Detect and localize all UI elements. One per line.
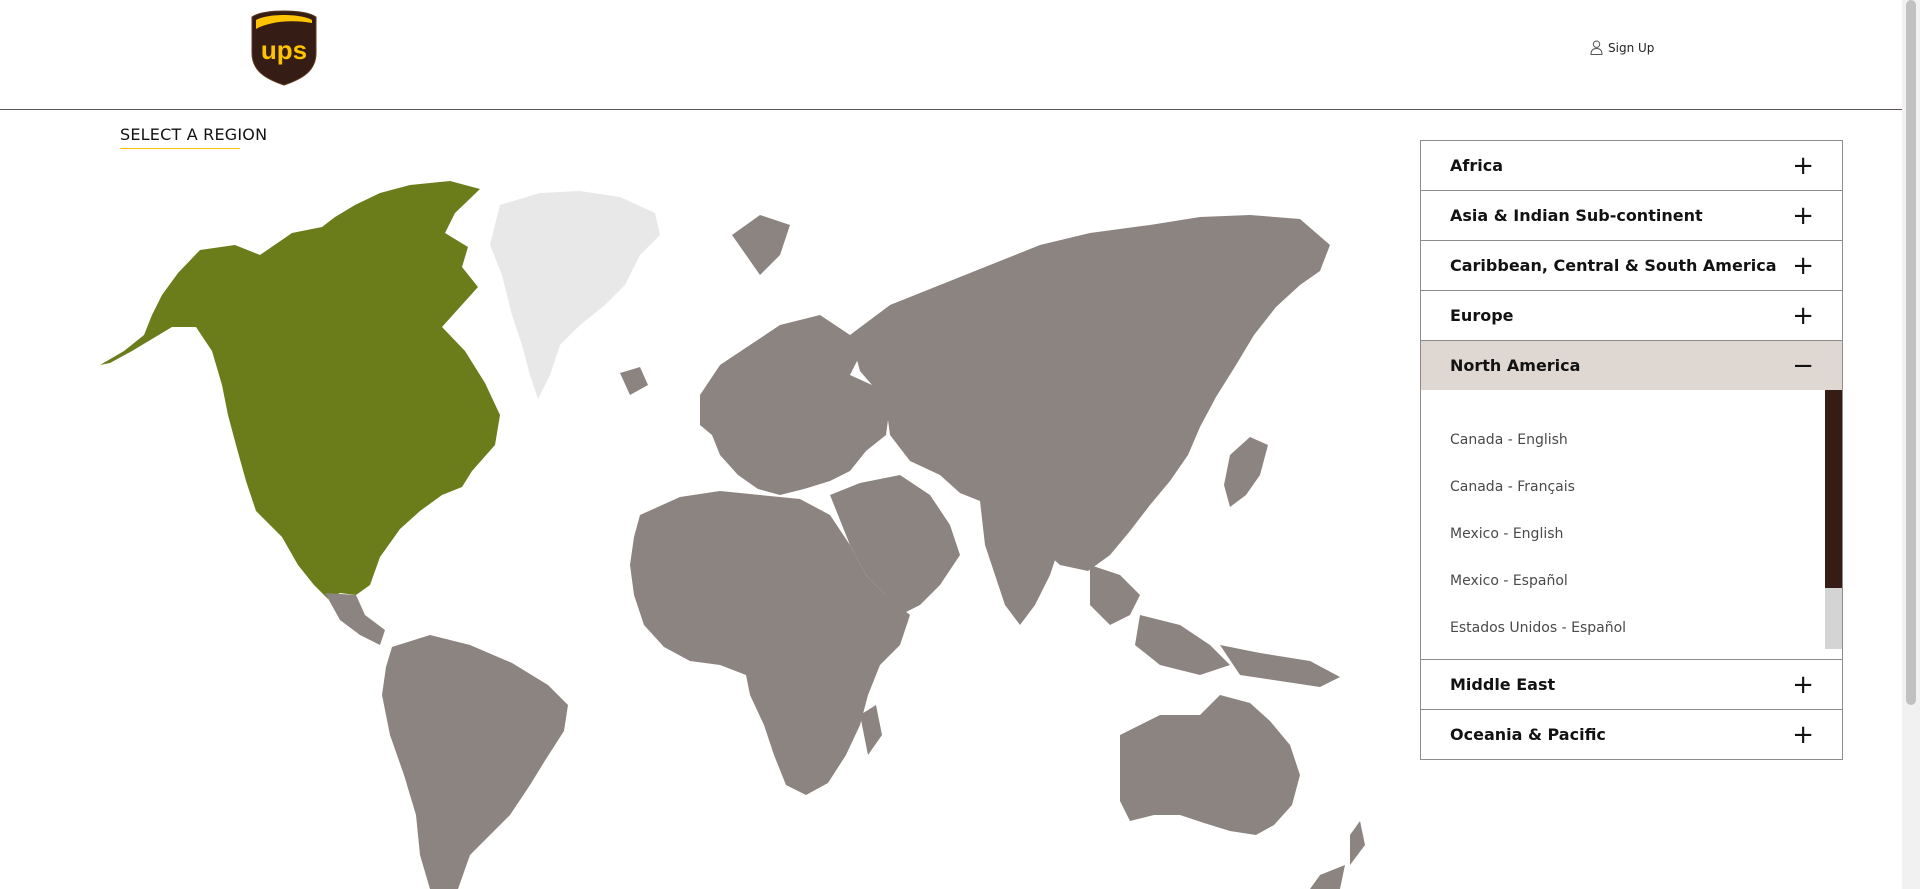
- plus-icon: +: [1792, 719, 1814, 750]
- user-icon: [1590, 40, 1603, 55]
- page-scrollbar[interactable]: [1902, 0, 1920, 889]
- country-link-canada-francais[interactable]: Canada - Français: [1450, 479, 1575, 495]
- country-link-estados-unidos-espanol[interactable]: Estados Unidos - Español: [1450, 620, 1627, 636]
- map-region-south-america[interactable]: [382, 635, 568, 889]
- region-header-europe[interactable]: Europe +: [1421, 291, 1842, 340]
- region-header-africa[interactable]: Africa +: [1421, 141, 1842, 190]
- map-region-middle-east[interactable]: [830, 475, 960, 615]
- map-region-greenland: [490, 191, 660, 399]
- region-middle-east: Middle East +: [1421, 660, 1842, 710]
- region-header-caribbean[interactable]: Caribbean, Central & South America +: [1421, 241, 1842, 290]
- country-link-canada-english[interactable]: Canada - English: [1450, 432, 1568, 448]
- page-scrollbar-thumb[interactable]: [1906, 0, 1916, 705]
- map-region-africa[interactable]: [630, 491, 910, 795]
- world-map: [100, 181, 1365, 889]
- region-label: Europe: [1450, 306, 1514, 325]
- plus-icon: +: [1792, 300, 1814, 331]
- region-europe: Europe +: [1421, 291, 1842, 341]
- region-label: Oceania & Pacific: [1450, 725, 1606, 744]
- region-label: Caribbean, Central & South America: [1450, 256, 1777, 275]
- region-north-america: North America − Canada - English Canada …: [1421, 341, 1842, 660]
- region-label: Africa: [1450, 156, 1503, 175]
- north-america-country-list: Canada - English Canada - Français Mexic…: [1421, 390, 1842, 659]
- minus-icon: −: [1792, 350, 1814, 381]
- region-header-oceania[interactable]: Oceania & Pacific +: [1421, 710, 1842, 759]
- plus-icon: +: [1792, 250, 1814, 281]
- region-header-middle-east[interactable]: Middle East +: [1421, 660, 1842, 709]
- plus-icon: +: [1792, 150, 1814, 181]
- map-region-europe[interactable]: [700, 315, 890, 495]
- svg-text:ups: ups: [261, 35, 307, 65]
- title-underline: [120, 148, 240, 149]
- region-accordion: Africa + Asia & Indian Sub-continent + C…: [1420, 140, 1843, 760]
- region-label: Asia & Indian Sub-continent: [1450, 206, 1703, 225]
- header: ups Sign Up: [0, 0, 1902, 110]
- region-africa: Africa +: [1421, 141, 1842, 191]
- country-link-mexico-english[interactable]: Mexico - English: [1450, 526, 1564, 542]
- region-header-north-america[interactable]: North America −: [1421, 341, 1842, 390]
- ups-logo[interactable]: ups: [250, 9, 318, 87]
- region-oceania: Oceania & Pacific +: [1421, 710, 1842, 759]
- map-region-north-america[interactable]: [100, 181, 500, 599]
- sign-up-label: Sign Up: [1608, 40, 1655, 55]
- region-label: Middle East: [1450, 675, 1556, 694]
- country-link-mexico-espanol[interactable]: Mexico - Español: [1450, 573, 1568, 589]
- map-region-oceania[interactable]: [1120, 695, 1300, 835]
- sign-up-link[interactable]: Sign Up: [1590, 40, 1654, 55]
- map-region-asia[interactable]: [850, 215, 1330, 571]
- region-caribbean: Caribbean, Central & South America +: [1421, 241, 1842, 291]
- region-header-asia[interactable]: Asia & Indian Sub-continent +: [1421, 191, 1842, 240]
- plus-icon: +: [1792, 669, 1814, 700]
- page-title: SELECT A REGION: [120, 125, 268, 144]
- list-scrollbar-thumb[interactable]: [1825, 390, 1842, 588]
- plus-icon: +: [1792, 200, 1814, 231]
- region-asia: Asia & Indian Sub-continent +: [1421, 191, 1842, 241]
- region-label: North America: [1450, 356, 1581, 375]
